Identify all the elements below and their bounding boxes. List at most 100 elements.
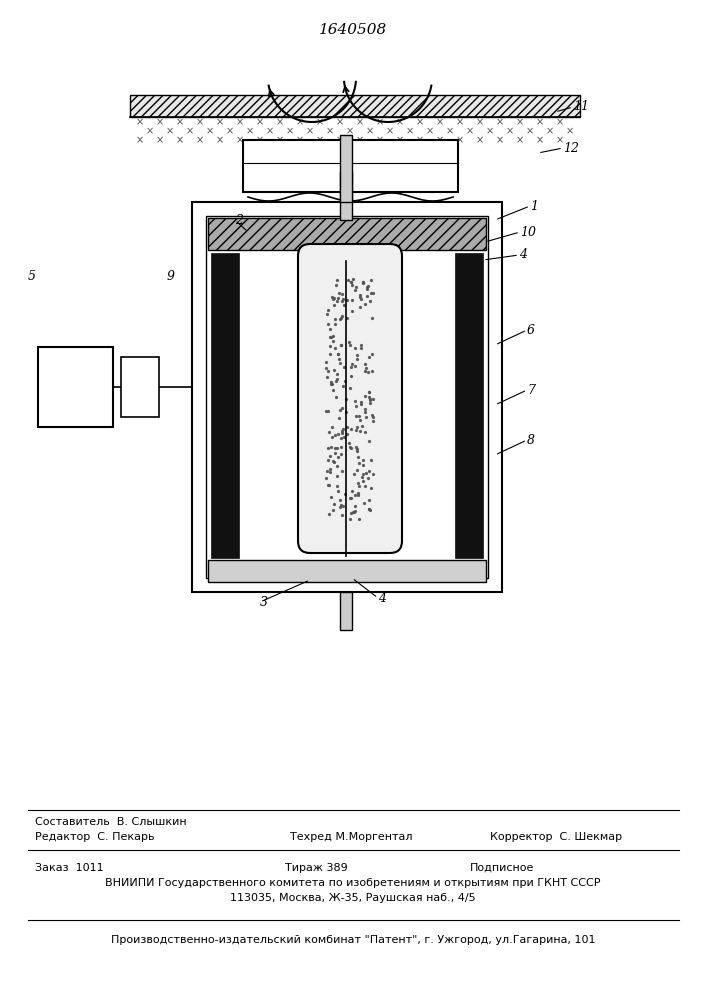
Text: ×: × bbox=[506, 126, 514, 136]
Point bbox=[337, 308, 348, 324]
Text: ×: × bbox=[416, 135, 424, 145]
Point bbox=[328, 297, 339, 313]
Point bbox=[354, 289, 366, 305]
Text: 12: 12 bbox=[563, 141, 579, 154]
Point bbox=[338, 297, 349, 313]
Point bbox=[336, 286, 347, 302]
Point bbox=[351, 419, 363, 435]
Point bbox=[363, 349, 375, 365]
Text: ×: × bbox=[136, 135, 144, 145]
Point bbox=[337, 423, 348, 439]
Text: ×: × bbox=[156, 135, 164, 145]
Point bbox=[345, 421, 356, 437]
Point bbox=[363, 501, 375, 517]
Point bbox=[355, 287, 366, 303]
Point bbox=[328, 290, 339, 306]
Point bbox=[346, 483, 357, 499]
Point bbox=[343, 334, 354, 350]
Text: Техред М.Моргентал: Техред М.Моргентал bbox=[290, 832, 412, 842]
Text: ×: × bbox=[386, 126, 394, 136]
Point bbox=[326, 376, 337, 392]
Point bbox=[325, 461, 336, 477]
Point bbox=[325, 448, 336, 464]
Point bbox=[366, 346, 378, 362]
Text: Тираж 389: Тираж 389 bbox=[285, 863, 348, 873]
Point bbox=[324, 477, 335, 493]
Point bbox=[332, 426, 344, 442]
Point bbox=[325, 439, 337, 455]
Point bbox=[357, 473, 368, 489]
Point bbox=[364, 395, 375, 411]
Point bbox=[326, 289, 337, 305]
Point bbox=[359, 296, 370, 312]
Point bbox=[324, 338, 335, 354]
Bar bbox=[208, 560, 486, 582]
Text: ×: × bbox=[356, 117, 364, 127]
Point bbox=[335, 446, 346, 462]
Point bbox=[322, 440, 334, 456]
Point bbox=[335, 402, 346, 418]
Point bbox=[349, 503, 361, 519]
Text: ×: × bbox=[196, 117, 204, 127]
Bar bbox=[130, 95, 580, 117]
Point bbox=[344, 435, 355, 451]
Point bbox=[352, 449, 363, 465]
Point bbox=[366, 363, 378, 379]
Text: 10: 10 bbox=[520, 226, 536, 238]
Point bbox=[357, 274, 368, 290]
Text: Подписное: Подписное bbox=[470, 863, 534, 873]
Point bbox=[344, 511, 356, 527]
Text: ×: × bbox=[396, 117, 404, 127]
Point bbox=[359, 478, 370, 494]
Point bbox=[331, 293, 342, 309]
Bar bbox=[121, 357, 159, 417]
Point bbox=[359, 404, 370, 420]
Point bbox=[328, 333, 339, 349]
Point bbox=[344, 380, 356, 396]
Point bbox=[329, 445, 341, 461]
Point bbox=[358, 466, 369, 482]
Point bbox=[327, 453, 338, 469]
Text: ×: × bbox=[376, 135, 384, 145]
Point bbox=[353, 511, 364, 527]
Text: 113035, Москва, Ж-35, Раушская наб., 4/5: 113035, Москва, Ж-35, Раушская наб., 4/5 bbox=[230, 893, 476, 903]
Point bbox=[351, 408, 362, 424]
Point bbox=[359, 388, 370, 404]
Text: ×: × bbox=[296, 135, 304, 145]
Point bbox=[335, 337, 346, 353]
Text: ВНИИПИ Государственного комитета по изобретениям и открытиям при ГКНТ СССР: ВНИИПИ Государственного комитета по изоб… bbox=[105, 878, 601, 888]
Point bbox=[337, 293, 348, 309]
Text: ×: × bbox=[266, 126, 274, 136]
Point bbox=[356, 396, 367, 412]
Text: ×: × bbox=[566, 126, 574, 136]
Text: ×: × bbox=[176, 135, 184, 145]
Bar bbox=[340, 172, 352, 220]
Text: Редактор  С. Пекарь: Редактор С. Пекарь bbox=[35, 832, 155, 842]
Text: 3: 3 bbox=[260, 595, 268, 608]
Point bbox=[351, 441, 363, 457]
Point bbox=[358, 452, 369, 468]
Point bbox=[359, 401, 370, 417]
Point bbox=[337, 400, 348, 416]
Text: 6: 6 bbox=[527, 324, 535, 336]
Point bbox=[332, 440, 343, 456]
Point bbox=[332, 449, 344, 465]
Point bbox=[345, 337, 356, 353]
Point bbox=[328, 328, 339, 344]
Point bbox=[345, 274, 356, 290]
Text: ×: × bbox=[146, 126, 154, 136]
Bar bbox=[38, 347, 113, 427]
Bar bbox=[211, 253, 239, 558]
Point bbox=[363, 501, 375, 517]
Bar bbox=[455, 253, 483, 558]
Point bbox=[346, 490, 357, 506]
Text: ×: × bbox=[516, 135, 524, 145]
Text: ×: × bbox=[446, 126, 454, 136]
Text: ×: × bbox=[306, 126, 314, 136]
Text: 11: 11 bbox=[573, 101, 589, 113]
Text: ×: × bbox=[426, 126, 434, 136]
Text: Производственно-издательский комбинат "Патент", г. Ужгород, ул.Гагарина, 101: Производственно-издательский комбинат "П… bbox=[111, 935, 595, 945]
Point bbox=[324, 329, 335, 345]
Bar bbox=[208, 218, 486, 250]
Point bbox=[333, 346, 344, 362]
